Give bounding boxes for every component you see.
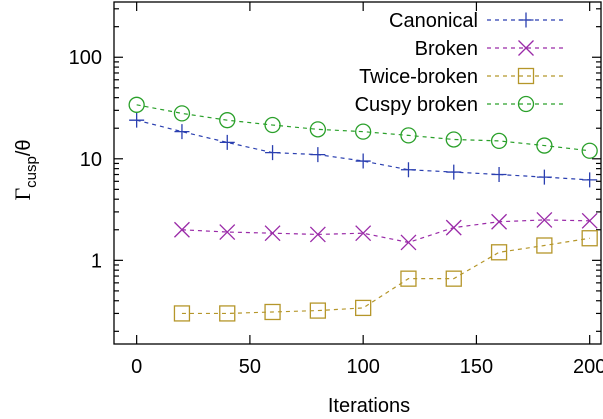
data-point-twice-broken xyxy=(445,270,462,287)
data-point-canonical xyxy=(174,124,190,140)
data-point-canonical xyxy=(446,164,462,180)
series-line-canonical xyxy=(136,119,590,181)
legend-marker-cuspy-broken xyxy=(517,95,535,113)
legend-item-cuspy-broken: Cuspy broken xyxy=(355,94,565,116)
data-point-twice-broken xyxy=(264,303,281,321)
series-line-broken xyxy=(181,219,590,244)
data-point-twice-broken xyxy=(173,305,191,322)
data-point-twice-broken xyxy=(581,230,598,247)
data-point-twice-broken xyxy=(219,305,236,322)
data-point-canonical xyxy=(310,147,326,163)
legend-marker-twice-broken xyxy=(517,67,535,85)
y-tick-label: 1 xyxy=(91,250,102,272)
legend-item-broken: Broken xyxy=(415,38,565,60)
data-point-broken xyxy=(264,225,281,242)
legend: Canonical Broken Twice-broken Cuspy broken xyxy=(355,10,565,116)
series-broken xyxy=(173,211,598,251)
x-tick-label: 100 xyxy=(346,356,379,378)
y-tick-label: 10 xyxy=(80,149,102,171)
data-point-broken xyxy=(309,226,326,243)
legend-label-canonical: Canonical xyxy=(389,10,478,32)
x-axis: 0 50 100 150 200 xyxy=(131,2,603,378)
data-point-cuspy-broken xyxy=(536,137,553,154)
data-point-cuspy-broken xyxy=(219,112,236,129)
data-point-twice-broken xyxy=(490,244,508,261)
y-axis-title-subscript: cusp xyxy=(23,156,40,188)
data-point-broken xyxy=(400,234,417,251)
legend-marker-canonical xyxy=(518,12,534,28)
plot-frame xyxy=(113,1,602,345)
data-point-canonical xyxy=(129,112,145,128)
x-tick-label: 200 xyxy=(573,356,603,378)
series-line-twice-broken xyxy=(181,237,590,315)
data-point-cuspy-broken xyxy=(355,123,372,140)
data-point-broken xyxy=(355,225,372,242)
data-point-cuspy-broken xyxy=(400,127,417,144)
data-point-canonical xyxy=(265,145,281,161)
data-point-cuspy-broken xyxy=(581,142,598,159)
data-point-cuspy-broken xyxy=(445,131,462,148)
data-point-canonical xyxy=(491,167,507,183)
x-tick-label: 150 xyxy=(460,356,493,378)
data-point-twice-broken xyxy=(400,270,417,287)
legend-marker-broken xyxy=(518,40,534,56)
y-axis-title: Γcusp/θ xyxy=(10,139,40,200)
data-point-cuspy-broken xyxy=(128,96,145,113)
data-point-broken xyxy=(445,219,462,236)
data-point-canonical xyxy=(219,134,235,150)
data-point-canonical xyxy=(582,172,598,188)
y-axis-title-main: Γ xyxy=(10,188,35,201)
data-point-twice-broken xyxy=(355,299,372,317)
y-axis-title-suffix: /θ xyxy=(13,139,35,156)
data-point-broken xyxy=(173,221,190,238)
x-tick-label: 0 xyxy=(131,356,142,378)
data-point-broken xyxy=(581,212,598,229)
data-point-cuspy-broken xyxy=(490,132,508,150)
data-point-broken xyxy=(536,211,553,228)
x-axis-title: Iterations xyxy=(328,395,410,417)
x-tick-label: 50 xyxy=(239,356,261,378)
data-point-broken xyxy=(491,213,508,230)
data-point-canonical xyxy=(355,153,371,169)
legend-item-canonical: Canonical xyxy=(389,10,565,32)
legend-label-twice-broken: Twice-broken xyxy=(359,66,478,88)
data-point-broken xyxy=(219,224,236,240)
plot-border xyxy=(113,1,602,345)
series-canonical xyxy=(129,112,598,188)
legend-label-broken: Broken xyxy=(415,38,478,60)
data-point-canonical xyxy=(400,162,416,178)
legend-item-twice-broken: Twice-broken xyxy=(359,66,565,88)
series-layer xyxy=(128,96,598,322)
data-point-twice-broken xyxy=(536,237,553,254)
data-point-cuspy-broken xyxy=(309,121,327,138)
data-point-twice-broken xyxy=(309,302,327,319)
data-point-cuspy-broken xyxy=(173,105,191,122)
data-point-canonical xyxy=(536,169,552,185)
y-axis: 1 10 100 xyxy=(69,8,601,332)
series-cuspy-broken xyxy=(128,96,598,159)
y-tick-label: 100 xyxy=(69,47,102,69)
legend-label-cuspy-broken: Cuspy broken xyxy=(355,94,478,116)
data-point-cuspy-broken xyxy=(264,116,281,134)
series-line-cuspy-broken xyxy=(136,104,590,152)
series-twice-broken xyxy=(173,230,598,322)
